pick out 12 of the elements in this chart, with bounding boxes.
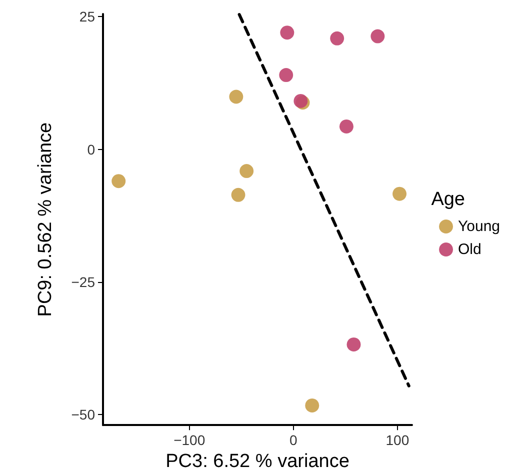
y-tick-label: 25 — [79, 8, 96, 25]
legend-label: Old — [458, 241, 482, 258]
y-tick-label: 0 — [87, 141, 96, 158]
x-tick-label: −100 — [174, 432, 206, 448]
y-tick-label: −50 — [71, 406, 96, 422]
y-tick-label: −25 — [71, 274, 96, 290]
y-axis-title: PC9: 0.562 % variance — [35, 122, 56, 317]
x-tick-label: 0 — [289, 432, 298, 448]
x-axis-title: PC3: 6.52 % variance — [166, 451, 350, 472]
legend-label: Young — [458, 218, 500, 235]
legend-title: Age — [431, 189, 466, 210]
x-tick-label: 100 — [386, 432, 410, 448]
